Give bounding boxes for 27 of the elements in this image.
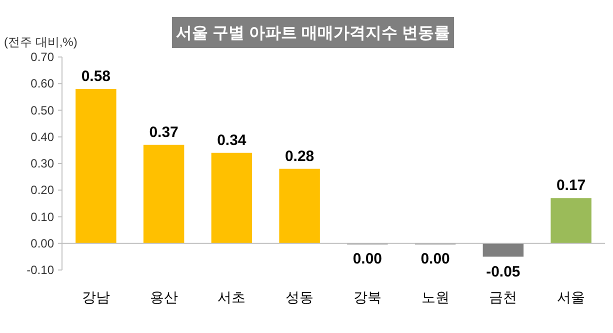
x-tick-label: 노원	[421, 289, 450, 305]
data-label: 0.34	[217, 132, 247, 149]
y-tick-label: 0.70	[30, 50, 54, 64]
x-tick-label: 강남	[82, 289, 110, 305]
y-tick-label: 0.20	[30, 183, 54, 198]
data-label: 0.37	[149, 124, 178, 141]
x-tick-label: 금천	[489, 289, 518, 305]
data-label: 0.00	[420, 250, 450, 268]
y-tick-label: 0.00	[30, 236, 54, 250]
data-label: -0.05	[486, 264, 520, 281]
data-label: 0.28	[284, 148, 314, 165]
y-tick-label: 0.30	[30, 156, 54, 170]
x-tick-label: 성동	[286, 289, 314, 305]
y-tick-label: -0.10	[26, 263, 54, 277]
y-tick-label: 0.40	[30, 130, 54, 144]
data-label: 0.00	[352, 250, 382, 268]
y-tick-label: 0.10	[30, 210, 54, 224]
x-tick-label: 강북	[353, 289, 382, 305]
data-label: 0.17	[556, 177, 586, 194]
x-tick-label: 서울	[557, 289, 586, 305]
y-tick-label: 0.60	[30, 76, 54, 91]
x-tick-label: 서초	[218, 289, 246, 305]
x-tick-label: 용산	[150, 289, 178, 305]
y-axis-title: (전주 대비,%)	[4, 35, 78, 49]
chart-title: 서울 구별 아파트 매매가격지수 변동률	[176, 25, 450, 42]
data-label: 0.58	[81, 68, 111, 85]
y-tick-label: 0.50	[30, 103, 54, 118]
